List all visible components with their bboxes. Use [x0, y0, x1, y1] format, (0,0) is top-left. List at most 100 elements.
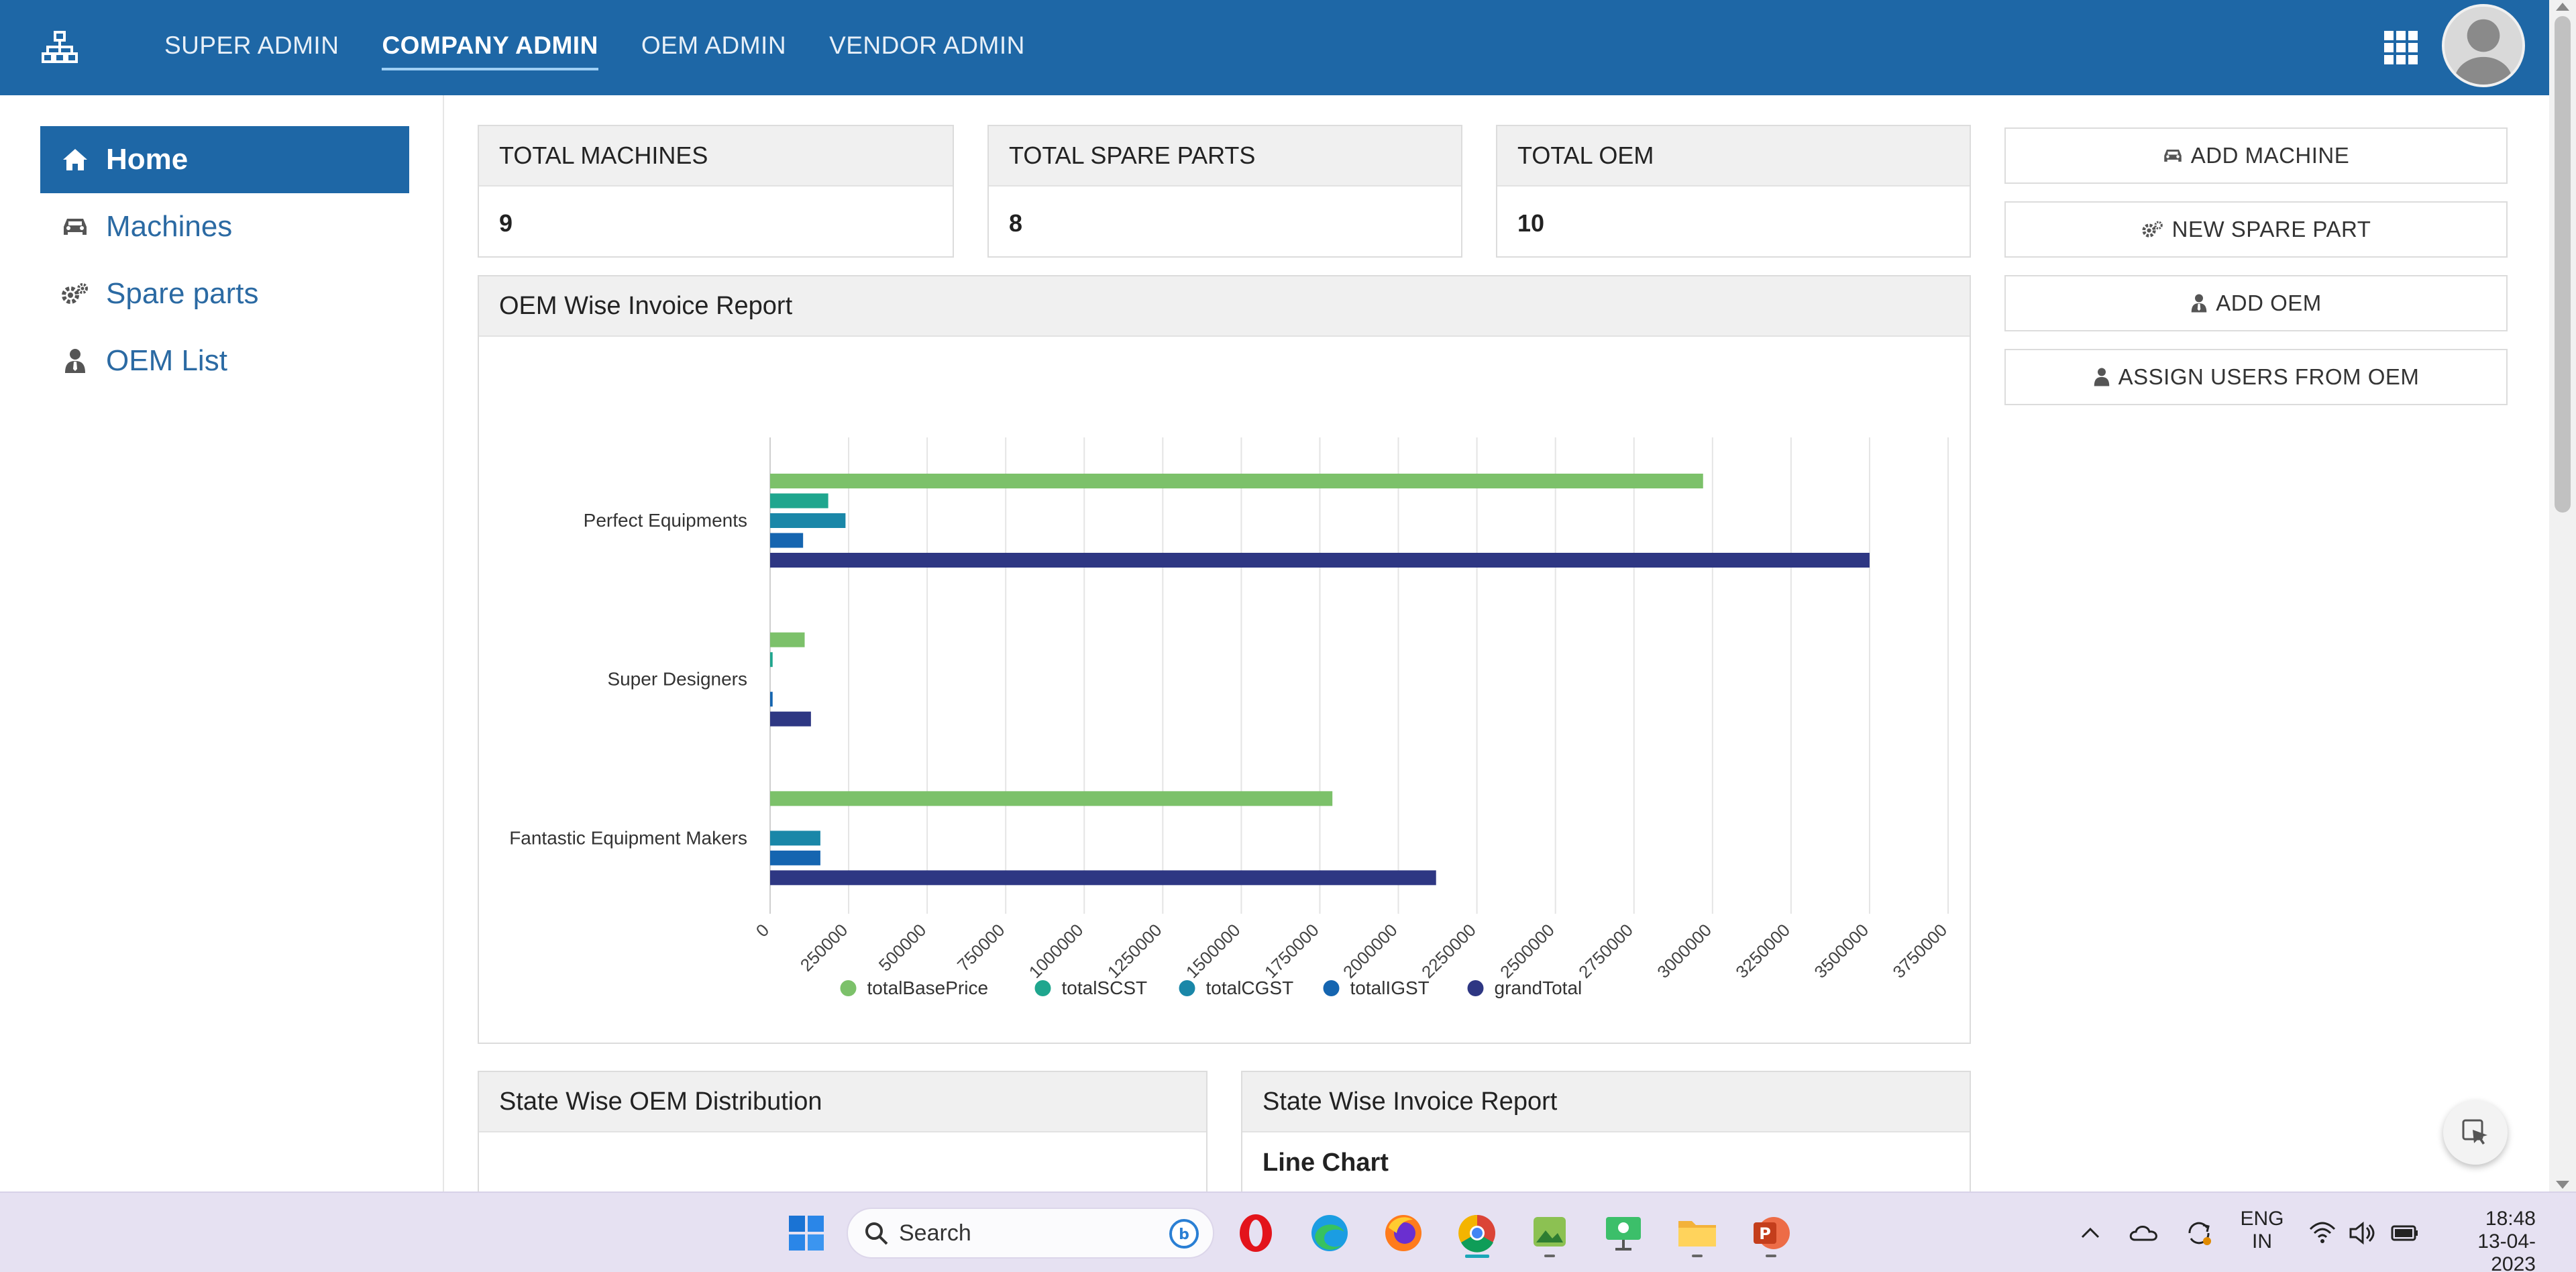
legend-marker	[1323, 980, 1340, 996]
gears-icon	[2142, 221, 2163, 237]
x-tick-label: 2500000	[1496, 920, 1558, 982]
nav-oem-admin[interactable]: OEM ADMIN	[641, 32, 787, 59]
x-tick-label: 1000000	[1025, 920, 1087, 982]
sidebar-item-spare-parts[interactable]: Spare parts	[40, 260, 409, 327]
chrome-icon[interactable]	[1452, 1208, 1503, 1259]
search-placeholder: Search	[899, 1220, 971, 1246]
bar-totalIGST	[770, 692, 773, 707]
chevron-up-icon[interactable]	[2077, 1220, 2104, 1247]
nav-super-admin[interactable]: SUPER ADMIN	[164, 32, 339, 59]
svg-text:b: b	[1179, 1226, 1189, 1243]
battery-icon[interactable]	[2390, 1220, 2420, 1247]
new-spare-part-button[interactable]: NEW SPARE PART	[2004, 201, 2508, 258]
assign-users-button[interactable]: ASSIGN USERS FROM OEM	[2004, 349, 2508, 405]
opera-icon[interactable]	[1230, 1208, 1281, 1259]
y-category-label: Fantastic Equipment Makers	[509, 827, 747, 848]
x-tick-label: 0	[752, 920, 773, 941]
x-tick-label: 1500000	[1182, 920, 1244, 982]
onedrive-cloud-icon[interactable]	[2128, 1220, 2160, 1247]
search-icon	[865, 1222, 888, 1245]
top-navbar: SUPER ADMIN COMPANY ADMIN OEM ADMIN VEND…	[0, 0, 2549, 95]
stat-card-oem: TOTAL OEM 10	[1496, 125, 1971, 258]
x-tick-label: 1750000	[1260, 920, 1323, 982]
x-tick-label: 3250000	[1731, 920, 1794, 982]
scroll-thumb[interactable]	[2555, 16, 2571, 513]
bar-grandTotal	[770, 870, 1436, 886]
stat-card-title: TOTAL OEM	[1497, 126, 1970, 187]
user-avatar-icon	[2445, 7, 2522, 85]
button-label: ASSIGN USERS FROM OEM	[2118, 364, 2420, 389]
sitemap-icon[interactable]	[42, 30, 78, 66]
y-category-label: Perfect Equipments	[584, 510, 747, 531]
bar-totalIGST	[770, 533, 804, 548]
x-tick-label: 1250000	[1104, 920, 1166, 982]
legend-marker	[1179, 980, 1195, 996]
page-scrollbar[interactable]	[2549, 0, 2576, 1191]
button-label: ADD OEM	[2216, 290, 2322, 315]
panel-title: State Wise Invoice Report	[1242, 1072, 1970, 1132]
sidebar-item-oem-list[interactable]: OEM List	[40, 327, 409, 394]
x-tick-label: 2750000	[1574, 920, 1637, 982]
bar-totalSCST	[770, 493, 828, 509]
scroll-down-arrow-icon[interactable]	[2556, 1181, 2569, 1189]
x-tick-label: 500000	[875, 920, 930, 975]
windows-taskbar: Search b P ENG IN 18:48 13-04-2023	[0, 1191, 2576, 1272]
floating-select-button[interactable]	[2443, 1100, 2508, 1165]
avatar[interactable]	[2442, 4, 2525, 87]
x-tick-label: 3000000	[1653, 920, 1715, 982]
sync-icon[interactable]	[2183, 1217, 2215, 1249]
stat-card-spare-parts: TOTAL SPARE PARTS 8	[987, 125, 1462, 258]
photos-app-icon[interactable]	[1524, 1208, 1575, 1259]
x-tick-label: 2250000	[1417, 920, 1480, 982]
bar-totalIGST	[770, 850, 820, 865]
chart-subtitle: Line Chart	[1263, 1149, 1389, 1177]
svg-text:P: P	[1759, 1224, 1771, 1243]
clock[interactable]: 18:48 13-04-2023	[2435, 1208, 2536, 1272]
add-machine-button[interactable]: ADD MACHINE	[2004, 127, 2508, 184]
bar-grandTotal	[770, 711, 811, 727]
sidebar-item-label: Spare parts	[106, 277, 259, 310]
region-code: IN	[2252, 1230, 2272, 1253]
state-oem-distribution-panel: State Wise OEM Distribution	[478, 1071, 1208, 1205]
stat-card-title: TOTAL SPARE PARTS	[989, 126, 1461, 187]
bar-totalBasePrice	[770, 632, 805, 647]
edge-icon[interactable]	[1304, 1208, 1355, 1259]
bing-chat-icon[interactable]: b	[1169, 1218, 1199, 1249]
stat-card-value: 8	[1009, 209, 1023, 237]
sidebar-item-label: Machines	[106, 210, 233, 243]
scroll-up-arrow-icon[interactable]	[2556, 3, 2569, 11]
state-invoice-report-panel: State Wise Invoice Report Line Chart	[1241, 1071, 1971, 1205]
bar-totalCGST	[770, 831, 820, 846]
y-category-label: Super Designers	[607, 669, 747, 690]
sidebar-item-home[interactable]: Home	[40, 126, 409, 193]
x-tick-label: 750000	[953, 920, 1009, 975]
whiteboard-app-icon[interactable]	[1598, 1208, 1649, 1259]
sidebar-item-machines[interactable]: Machines	[40, 193, 409, 260]
bar-totalBasePrice	[770, 474, 1703, 488]
cursor-select-icon	[2462, 1119, 2487, 1145]
x-tick-label: 250000	[796, 920, 852, 975]
apps-grid-icon[interactable]	[2383, 30, 2419, 66]
powerpoint-icon[interactable]: P	[1746, 1208, 1796, 1259]
legend-label: grandTotal	[1495, 977, 1582, 998]
add-oem-button[interactable]: ADD OEM	[2004, 275, 2508, 331]
bar-totalBasePrice	[770, 791, 1333, 806]
language-indicator[interactable]: ENG IN	[2234, 1208, 2290, 1253]
user-tie-icon	[59, 345, 91, 377]
legend-marker	[840, 980, 857, 996]
windows-start-icon[interactable]	[781, 1208, 832, 1259]
nav-vendor-admin[interactable]: VENDOR ADMIN	[829, 32, 1025, 59]
nav-company-admin[interactable]: COMPANY ADMIN	[382, 32, 599, 70]
volume-icon[interactable]	[2348, 1220, 2377, 1247]
sidebar: Home Machines Spare parts OEM List	[0, 95, 444, 1191]
oem-invoice-chart: 0 250000 500000 750000 1000000 1250000 1500000…	[509, 437, 1951, 998]
legend-label: totalIGST	[1350, 977, 1430, 998]
file-explorer-icon[interactable]	[1672, 1208, 1723, 1259]
wifi-icon[interactable]	[2308, 1220, 2337, 1247]
taskbar-search-input[interactable]: Search b	[847, 1208, 1214, 1259]
clock-date: 13-04-2023	[2477, 1230, 2536, 1272]
firefox-icon[interactable]	[1378, 1208, 1429, 1259]
legend-marker	[1467, 980, 1484, 996]
home-icon	[59, 144, 91, 176]
stat-card-value: 10	[1517, 209, 1545, 237]
